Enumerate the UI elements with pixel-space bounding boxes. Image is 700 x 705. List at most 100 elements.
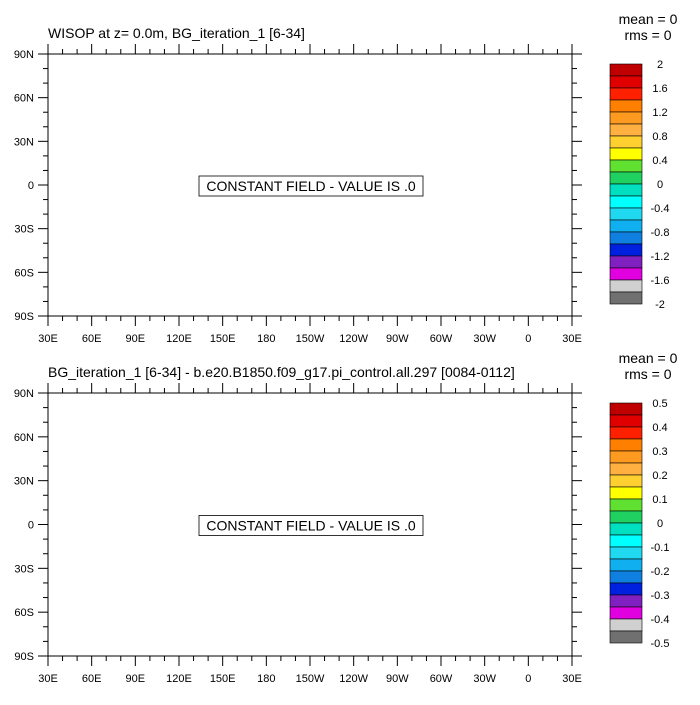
lat-tick-label: 90N xyxy=(14,49,34,61)
colorbar-swatch xyxy=(609,231,643,245)
colorbar-label: 0.8 xyxy=(652,131,667,143)
colorbar-swatch xyxy=(609,462,643,476)
colorbar-label: -0.3 xyxy=(651,590,670,602)
colorbar-swatch xyxy=(609,195,643,209)
lat-tick-label: 30S xyxy=(14,563,34,575)
colorbar: 2 1.6 1.2 0.8 0.4 0 -0.4 -0.8 -1.2 -1.6 -2 xyxy=(609,59,670,311)
lat-tick-label: 0 xyxy=(28,520,34,532)
colorbar-swatch xyxy=(609,279,643,293)
colorbar-label: -0.2 xyxy=(651,566,670,578)
colorbar-label: 1.6 xyxy=(652,83,667,95)
colorbar-swatch xyxy=(609,546,643,560)
lat-tick-label: 30N xyxy=(14,476,34,488)
colorbar-label: 0.1 xyxy=(652,494,667,506)
colorbar-swatch xyxy=(609,582,643,596)
lon-tick-label: 120W xyxy=(339,333,368,345)
colorbar-swatch xyxy=(609,267,643,281)
colorbar-swatch xyxy=(609,402,643,416)
lon-tick-label: 90E xyxy=(126,673,146,685)
lat-tick-label: 60N xyxy=(14,432,34,444)
lon-tick-label: 60E xyxy=(82,673,102,685)
lat-tick-label: 90S xyxy=(14,311,34,323)
lon-tick-label: 90W xyxy=(386,673,409,685)
colorbar-label: -2 xyxy=(655,299,665,311)
colorbar-swatch xyxy=(609,558,643,572)
lon-tick-label: 180 xyxy=(257,333,275,345)
colorbar-swatch xyxy=(609,534,643,548)
lon-tick-label: 120E xyxy=(166,673,192,685)
colorbar-swatch xyxy=(609,63,643,77)
colorbar-swatch xyxy=(609,498,643,512)
lon-tick-label: 180 xyxy=(257,673,275,685)
colorbar-label: 0 xyxy=(657,179,663,191)
lon-tick-label: 150W xyxy=(296,673,325,685)
mean-label: mean = 0 xyxy=(619,11,678,27)
colorbar-label: -1.6 xyxy=(651,275,670,287)
colorbar-label: -0.1 xyxy=(651,542,670,554)
colorbar-swatch xyxy=(609,510,643,524)
lon-tick-label: 30E xyxy=(562,333,582,345)
lon-tick-label: 30W xyxy=(473,673,496,685)
colorbar-swatch xyxy=(609,450,643,464)
lon-tick-label: 150E xyxy=(210,333,236,345)
lat-tick-label: 60N xyxy=(14,93,34,105)
colorbar-swatch xyxy=(609,87,643,101)
colorbar-label: -1.2 xyxy=(651,251,670,263)
colorbar-swatch xyxy=(609,99,643,113)
lon-tick-label: 150E xyxy=(210,673,236,685)
annotation-box xyxy=(198,175,424,197)
mean-label: mean = 0 xyxy=(619,350,678,366)
lon-tick-label: 60W xyxy=(430,673,453,685)
colorbar-swatch xyxy=(609,630,643,644)
colorbar-label: 0.5 xyxy=(652,398,667,410)
rms-label: rms = 0 xyxy=(624,366,671,382)
colorbar-swatch xyxy=(609,570,643,584)
colorbar-swatch xyxy=(609,159,643,173)
colorbar-swatch xyxy=(609,111,643,125)
lon-tick-label: 0 xyxy=(525,673,531,685)
lon-tick-label: 0 xyxy=(525,333,531,345)
colorbar-swatch xyxy=(609,426,643,440)
lon-tick-label: 30E xyxy=(562,673,582,685)
lat-tick-label: 90N xyxy=(14,388,34,400)
lat-tick-label: 0 xyxy=(28,180,34,192)
colorbar-swatch xyxy=(609,171,643,185)
lon-tick-label: 30E xyxy=(38,673,58,685)
colorbar-swatch xyxy=(609,291,643,305)
colorbar-label: 0.2 xyxy=(652,470,667,482)
colorbar-swatch xyxy=(609,522,643,536)
colorbar-label: -0.4 xyxy=(651,203,670,215)
lat-tick-label: 30S xyxy=(14,224,34,236)
colorbar-swatch xyxy=(609,594,643,608)
lon-tick-label: 30E xyxy=(38,333,58,345)
map-panel-2: BG_iteration_1 [6-34] - b.e20.B1850.f09_… xyxy=(14,350,678,685)
colorbar-swatch xyxy=(609,123,643,137)
colorbar-label: -0.8 xyxy=(651,227,670,239)
colorbar-swatch xyxy=(609,147,643,161)
colorbar-label: 0.4 xyxy=(652,422,667,434)
colorbar-label: -0.5 xyxy=(651,638,670,650)
annotation-box xyxy=(198,515,424,536)
colorbar-swatch xyxy=(609,474,643,488)
lon-tick-label: 90E xyxy=(126,333,146,345)
panel-title: WISOP at z= 0.0m, BG_iteration_1 [6-34] xyxy=(48,25,305,41)
map-panel-1: WISOP at z= 0.0m, BG_iteration_1 [6-34] m… xyxy=(14,11,678,345)
constant-field-annotation: CONSTANT FIELD - VALUE IS .0 xyxy=(206,518,415,534)
colorbar-swatch xyxy=(609,207,643,221)
rms-label: rms = 0 xyxy=(624,27,671,43)
lon-tick-label: 120W xyxy=(339,673,368,685)
lat-tick-label: 60S xyxy=(14,607,34,619)
lon-tick-label: 60W xyxy=(430,333,453,345)
colorbar-swatch xyxy=(609,135,643,149)
colorbar-swatch xyxy=(609,219,643,233)
colorbar-swatch xyxy=(609,438,643,452)
lat-tick-label: 90S xyxy=(14,651,34,663)
colorbar-label: 0.4 xyxy=(652,155,667,167)
lon-tick-label: 150W xyxy=(296,333,325,345)
lon-tick-label: 30W xyxy=(473,333,496,345)
colorbar-swatch xyxy=(609,618,643,632)
colorbar-swatch xyxy=(609,414,643,428)
lon-tick-label: 120E xyxy=(166,333,192,345)
constant-field-annotation: CONSTANT FIELD - VALUE IS .0 xyxy=(206,178,415,194)
